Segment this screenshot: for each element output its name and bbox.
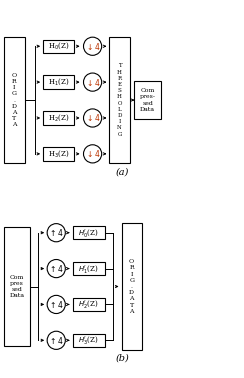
Text: H$_2$(Z): H$_2$(Z) [48,113,69,123]
Text: $\uparrow$4: $\uparrow$4 [48,227,64,238]
Circle shape [83,73,102,91]
Text: $\uparrow$4: $\uparrow$4 [48,299,64,310]
Text: T
H
R
E
S
H
O
L
D
I
N
G: T H R E S H O L D I N G [117,64,122,137]
Text: $\downarrow$4: $\downarrow$4 [85,148,101,160]
Circle shape [47,331,65,349]
Text: H$_1$(Z): H$_1$(Z) [48,77,69,87]
Text: H$_3$(Z): H$_3$(Z) [48,149,69,159]
FancyBboxPatch shape [43,76,74,89]
Circle shape [47,224,65,242]
Text: O
R
I
G
.
D
A
T
A: O R I G . D A T A [129,259,134,314]
Text: (a): (a) [115,167,129,176]
FancyBboxPatch shape [4,37,25,163]
FancyBboxPatch shape [72,262,105,275]
Text: $H_0^{\prime}$(Z): $H_0^{\prime}$(Z) [78,227,99,239]
FancyBboxPatch shape [72,334,105,347]
FancyBboxPatch shape [4,227,30,346]
Text: $\downarrow$4: $\downarrow$4 [85,77,101,88]
Text: Com
pres-
sed
Data: Com pres- sed Data [140,88,156,112]
FancyBboxPatch shape [122,223,142,350]
Text: $H_2^{\prime}$(Z): $H_2^{\prime}$(Z) [78,299,99,310]
FancyBboxPatch shape [43,40,74,53]
FancyBboxPatch shape [43,147,74,161]
FancyBboxPatch shape [134,81,161,119]
Text: H$_0$(Z): H$_0$(Z) [48,41,69,51]
Text: (b): (b) [115,354,129,363]
Text: $\downarrow$4: $\downarrow$4 [85,113,101,124]
Circle shape [83,109,102,127]
Text: Com
pres
sed
Data: Com pres sed Data [9,275,24,298]
Text: O
R
I
G
.
D
A
T
A: O R I G . D A T A [12,73,17,127]
Text: $\downarrow$4: $\downarrow$4 [85,41,101,52]
Circle shape [47,295,65,313]
FancyBboxPatch shape [72,226,105,239]
Text: $\uparrow$4: $\uparrow$4 [48,263,64,274]
Circle shape [83,37,102,55]
FancyBboxPatch shape [43,111,74,125]
FancyBboxPatch shape [109,37,130,163]
Text: $\uparrow$4: $\uparrow$4 [48,335,64,346]
Text: $H_3^{\prime}$(Z): $H_3^{\prime}$(Z) [78,334,99,346]
Circle shape [47,259,65,278]
Text: $H_1^{\prime}$(Z): $H_1^{\prime}$(Z) [78,263,99,274]
Circle shape [83,145,102,163]
FancyBboxPatch shape [72,298,105,311]
